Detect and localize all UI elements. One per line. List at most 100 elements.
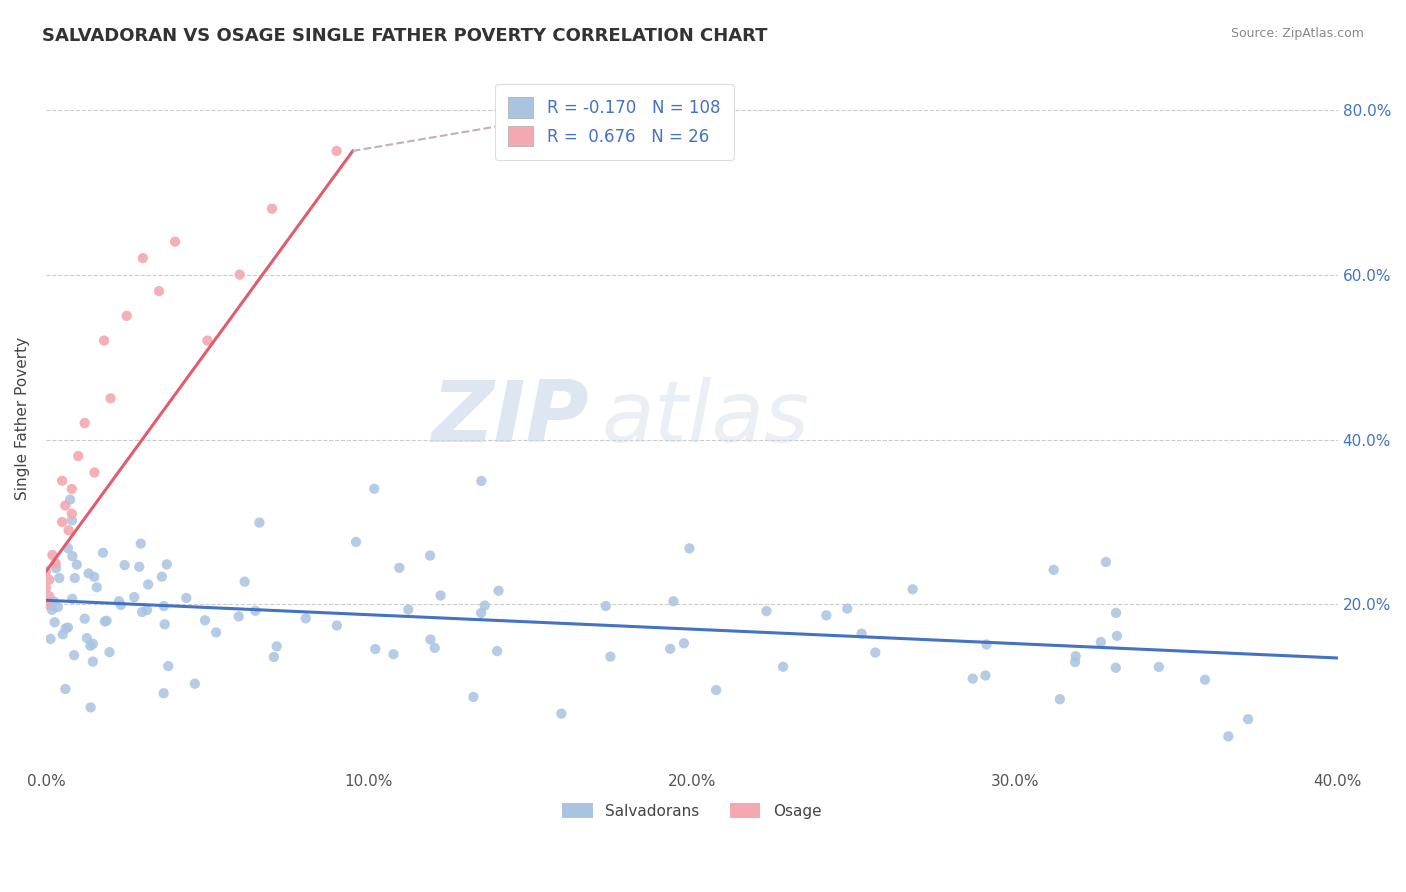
- Point: [962, 672, 984, 686]
- Point: [263, 650, 285, 665]
- Point: [148, 284, 170, 298]
- Point: [77, 566, 100, 581]
- Point: [851, 626, 873, 640]
- Point: [364, 642, 387, 657]
- Point: [136, 603, 159, 617]
- Point: [73, 612, 96, 626]
- Point: [599, 649, 621, 664]
- Point: [294, 611, 316, 625]
- Point: [46, 599, 69, 614]
- Point: [205, 625, 228, 640]
- Point: [115, 309, 138, 323]
- Point: [260, 202, 283, 216]
- Point: [136, 577, 159, 591]
- Point: [35, 581, 58, 595]
- Point: [382, 647, 405, 661]
- Point: [48, 571, 70, 585]
- Point: [1064, 655, 1087, 669]
- Point: [474, 599, 496, 613]
- Point: [1105, 629, 1128, 643]
- Point: [194, 613, 217, 627]
- Point: [63, 648, 86, 663]
- Point: [53, 499, 76, 513]
- Point: [79, 700, 101, 714]
- Point: [60, 482, 83, 496]
- Point: [56, 541, 79, 555]
- Text: ZIP: ZIP: [430, 377, 589, 460]
- Point: [53, 681, 76, 696]
- Point: [1105, 661, 1128, 675]
- Legend: Salvadorans, Osage: Salvadorans, Osage: [557, 797, 827, 825]
- Point: [35, 565, 58, 579]
- Point: [672, 636, 695, 650]
- Point: [51, 474, 73, 488]
- Point: [129, 536, 152, 550]
- Point: [865, 646, 887, 660]
- Point: [76, 631, 98, 645]
- Point: [51, 515, 73, 529]
- Point: [901, 582, 924, 597]
- Point: [83, 570, 105, 584]
- Point: [98, 645, 121, 659]
- Point: [38, 589, 60, 603]
- Point: [326, 618, 349, 632]
- Point: [38, 573, 60, 587]
- Point: [153, 599, 176, 613]
- Point: [396, 602, 419, 616]
- Point: [1042, 563, 1064, 577]
- Point: [94, 615, 117, 629]
- Point: [1095, 555, 1118, 569]
- Point: [131, 605, 153, 619]
- Point: [463, 690, 485, 704]
- Point: [488, 583, 510, 598]
- Point: [157, 659, 180, 673]
- Point: [704, 683, 727, 698]
- Point: [470, 606, 492, 620]
- Point: [82, 655, 104, 669]
- Point: [266, 640, 288, 654]
- Point: [1049, 692, 1071, 706]
- Point: [153, 617, 176, 632]
- Point: [550, 706, 572, 721]
- Point: [132, 251, 155, 265]
- Point: [1147, 660, 1170, 674]
- Point: [1064, 649, 1087, 664]
- Point: [86, 580, 108, 594]
- Point: [976, 638, 998, 652]
- Point: [184, 676, 207, 690]
- Y-axis label: Single Father Poverty: Single Father Poverty: [15, 337, 30, 500]
- Point: [35, 598, 58, 612]
- Point: [325, 144, 347, 158]
- Point: [595, 599, 617, 613]
- Point: [60, 549, 83, 563]
- Point: [974, 668, 997, 682]
- Point: [41, 603, 63, 617]
- Point: [662, 594, 685, 608]
- Point: [429, 589, 451, 603]
- Point: [39, 632, 62, 646]
- Point: [45, 561, 67, 575]
- Point: [44, 615, 66, 630]
- Point: [388, 561, 411, 575]
- Point: [1105, 606, 1128, 620]
- Point: [42, 594, 65, 608]
- Point: [1090, 635, 1112, 649]
- Point: [100, 392, 122, 406]
- Point: [247, 516, 270, 530]
- Point: [815, 608, 838, 623]
- Point: [110, 598, 132, 612]
- Point: [41, 548, 63, 562]
- Point: [79, 639, 101, 653]
- Point: [82, 637, 104, 651]
- Point: [344, 535, 367, 549]
- Point: [93, 334, 115, 348]
- Point: [470, 474, 492, 488]
- Point: [60, 513, 83, 527]
- Point: [83, 466, 105, 480]
- Point: [122, 590, 145, 604]
- Point: [423, 640, 446, 655]
- Point: [156, 558, 179, 572]
- Point: [45, 556, 67, 570]
- Point: [174, 591, 197, 605]
- Point: [60, 507, 83, 521]
